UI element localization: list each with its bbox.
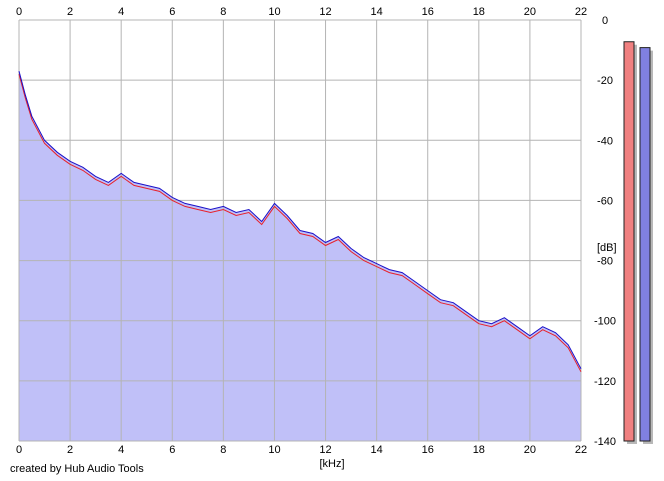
x-tick-label-bottom: 4	[118, 444, 124, 456]
x-tick-label-top: 16	[422, 6, 434, 18]
x-tick-label-bottom: 20	[524, 444, 536, 456]
y-tick-label: -80	[597, 256, 613, 268]
x-tick-label-top: 0	[16, 6, 22, 18]
x-tick-label-bottom: 12	[319, 444, 331, 456]
y-tick-label: -120	[594, 376, 616, 388]
x-tick-label-bottom: 8	[220, 444, 226, 456]
x-tick-label-top: 22	[575, 6, 587, 18]
x-tick-label-bottom: 10	[268, 444, 280, 456]
y-tick-label: 0	[602, 15, 608, 27]
x-tick-label-bottom: 18	[473, 444, 485, 456]
y-tick-label: -100	[594, 316, 616, 328]
x-tick-label-top: 10	[268, 6, 280, 18]
x-tick-label-bottom: 14	[371, 444, 383, 456]
y-tick-label: -140	[594, 436, 616, 448]
x-tick-label-bottom: 22	[575, 444, 587, 456]
x-tick-label-top: 2	[67, 6, 73, 18]
x-tick-label-top: 20	[524, 6, 536, 18]
y-tick-label: -40	[597, 135, 613, 147]
y-tick-label: -20	[597, 75, 613, 87]
credit-text: created by Hub Audio Tools	[10, 463, 144, 475]
x-tick-label-top: 6	[169, 6, 175, 18]
x-axis-label: [kHz]	[319, 458, 344, 470]
x-tick-label-top: 4	[118, 6, 124, 18]
left-level-meter	[623, 41, 635, 442]
x-tick-label-top: 14	[371, 6, 383, 18]
y-axis-label: [dB]	[597, 242, 617, 254]
right-channel-line	[18, 70, 582, 370]
left-channel-line	[18, 73, 582, 373]
x-tick-label-top: 8	[220, 6, 226, 18]
x-tick-label-bottom: 2	[67, 444, 73, 456]
x-tick-label-bottom: 0	[16, 444, 22, 456]
x-tick-label-bottom: 6	[169, 444, 175, 456]
x-tick-label-bottom: 16	[422, 444, 434, 456]
x-tick-label-top: 12	[319, 6, 331, 18]
spectrum-area-fill	[19, 71, 581, 441]
right-level-meter	[639, 47, 651, 442]
y-tick-label: -60	[597, 195, 613, 207]
x-tick-label-top: 18	[473, 6, 485, 18]
